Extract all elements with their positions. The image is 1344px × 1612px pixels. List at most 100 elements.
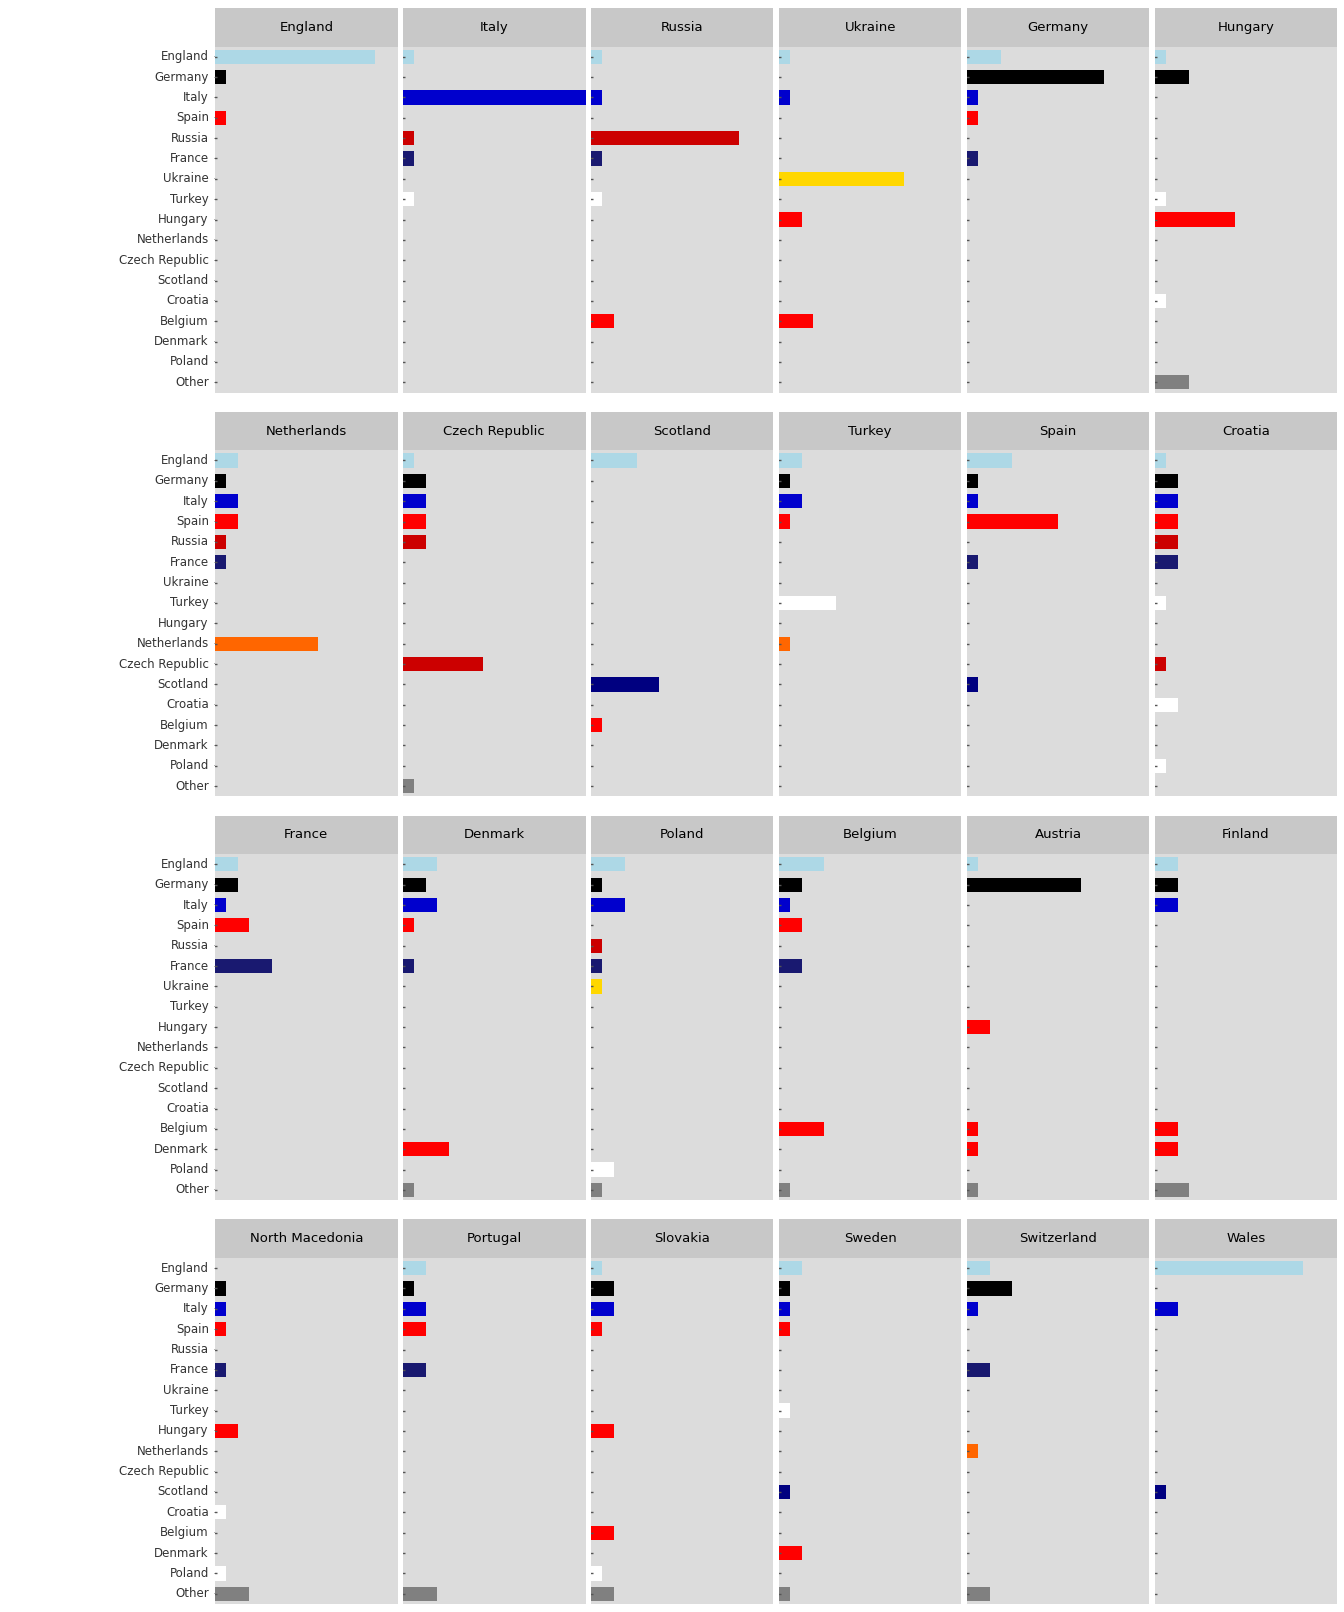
Text: -: - <box>212 1506 218 1519</box>
Text: -: - <box>212 335 218 348</box>
Text: -: - <box>212 132 218 145</box>
Text: -: - <box>212 71 218 84</box>
Text: Netherlands: Netherlands <box>266 424 347 437</box>
Bar <box>591 1301 614 1315</box>
Bar <box>403 1362 426 1377</box>
Bar <box>215 111 226 124</box>
Bar <box>215 959 271 974</box>
Text: England: England <box>161 1262 208 1275</box>
Bar <box>1154 877 1177 891</box>
Bar <box>1154 192 1167 206</box>
Bar <box>215 637 317 651</box>
Bar <box>215 474 226 488</box>
Bar <box>591 677 660 692</box>
Text: -: - <box>212 535 218 548</box>
Bar <box>780 493 801 508</box>
Bar <box>780 1301 790 1315</box>
Text: -: - <box>212 1486 218 1499</box>
Bar <box>966 50 1001 64</box>
Text: Belgium: Belgium <box>843 829 898 841</box>
Text: North Macedonia: North Macedonia <box>250 1232 363 1244</box>
Bar <box>780 1546 801 1560</box>
Text: -: - <box>212 376 218 388</box>
Bar <box>780 474 790 488</box>
Bar <box>591 50 602 64</box>
Bar <box>591 717 602 732</box>
Bar <box>780 453 801 467</box>
Text: -: - <box>212 1323 218 1336</box>
Bar <box>780 1485 790 1499</box>
Bar <box>1154 1301 1177 1315</box>
Text: Belgium: Belgium <box>160 314 208 327</box>
Bar <box>780 898 790 912</box>
Text: -: - <box>212 738 218 751</box>
Bar <box>966 677 978 692</box>
Text: -: - <box>212 172 218 185</box>
Bar <box>215 555 226 569</box>
Text: Germany: Germany <box>155 474 208 487</box>
Text: Other: Other <box>175 1183 208 1196</box>
Bar <box>966 1183 978 1198</box>
Text: -: - <box>212 780 218 793</box>
Bar <box>403 453 414 467</box>
Bar <box>403 877 426 891</box>
Text: -: - <box>212 474 218 487</box>
Bar <box>215 69 226 84</box>
Text: Scotland: Scotland <box>157 1486 208 1499</box>
Bar <box>780 1586 790 1601</box>
Text: France: France <box>284 829 328 841</box>
Bar <box>591 858 625 872</box>
Bar <box>591 938 602 953</box>
Text: Hungary: Hungary <box>159 617 208 630</box>
Bar <box>966 90 978 105</box>
Bar <box>1154 898 1177 912</box>
Text: -: - <box>212 1020 218 1033</box>
Bar <box>403 90 586 105</box>
Text: -: - <box>212 516 218 529</box>
Bar <box>1154 1143 1177 1156</box>
Bar <box>403 959 414 974</box>
Text: Ukraine: Ukraine <box>163 1383 208 1396</box>
Text: Other: Other <box>175 376 208 388</box>
Text: Scotland: Scotland <box>157 274 208 287</box>
Bar <box>966 111 978 124</box>
Text: Finland: Finland <box>1222 829 1270 841</box>
Bar <box>215 535 226 550</box>
Text: -: - <box>212 1262 218 1275</box>
Bar <box>966 1301 978 1315</box>
Text: -: - <box>212 356 218 369</box>
Text: -: - <box>212 1001 218 1014</box>
Bar <box>591 131 739 145</box>
Text: -: - <box>212 152 218 164</box>
Bar <box>591 959 602 974</box>
Bar <box>591 980 602 993</box>
Text: Netherlands: Netherlands <box>137 1444 208 1457</box>
Text: Russia: Russia <box>171 535 208 548</box>
Text: Denmark: Denmark <box>155 1143 208 1156</box>
Bar <box>1154 1485 1167 1499</box>
Bar <box>591 152 602 166</box>
Bar <box>1154 514 1177 529</box>
Text: -: - <box>212 314 218 327</box>
Bar <box>403 192 414 206</box>
Bar <box>591 453 637 467</box>
Text: Poland: Poland <box>169 1567 208 1580</box>
Text: -: - <box>212 213 218 226</box>
Text: Wales: Wales <box>1226 1232 1266 1244</box>
Bar <box>966 1143 978 1156</box>
Text: Denmark: Denmark <box>155 335 208 348</box>
Text: -: - <box>212 495 218 508</box>
Bar <box>1154 658 1167 671</box>
Text: -: - <box>212 940 218 953</box>
Text: -: - <box>212 679 218 692</box>
Bar <box>780 514 790 529</box>
Bar <box>403 919 414 932</box>
Bar <box>780 1122 824 1136</box>
Text: -: - <box>212 1103 218 1116</box>
Text: -: - <box>212 50 218 63</box>
Bar <box>966 1444 978 1459</box>
Text: Belgium: Belgium <box>160 1122 208 1135</box>
Bar <box>403 152 414 166</box>
Bar <box>591 877 602 891</box>
Bar <box>780 858 824 872</box>
